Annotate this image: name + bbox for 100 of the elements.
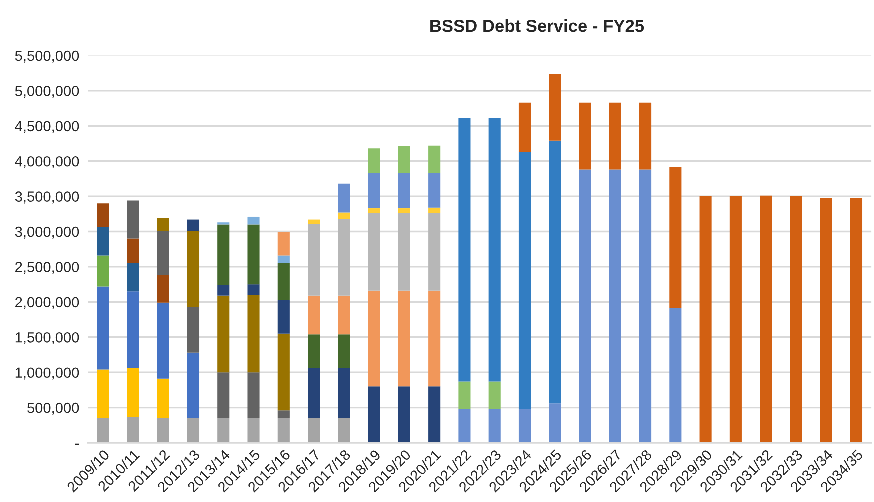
bar [97, 286, 110, 370]
bar [398, 213, 410, 291]
bar [278, 300, 290, 334]
chart-title: BSSD Debt Service - FY25 [430, 20, 644, 32]
bar [127, 200, 140, 239]
bar [187, 220, 200, 232]
bar [518, 409, 532, 444]
bar [157, 302, 170, 379]
bar [308, 220, 320, 224]
bar [368, 173, 380, 209]
bar [458, 382, 471, 410]
bar [368, 148, 380, 174]
y-tick-label: 4,000,000 [15, 156, 80, 168]
bar [338, 368, 350, 418]
bar [760, 196, 772, 444]
bar [428, 386, 441, 444]
bar [218, 285, 230, 296]
y-tick-label: 3,500,000 [15, 192, 80, 204]
bar [428, 173, 441, 208]
bar [790, 196, 802, 444]
bar [187, 231, 200, 308]
bar [488, 118, 501, 382]
bar [640, 102, 652, 170]
bar [187, 352, 200, 418]
bar [609, 102, 622, 170]
bar [850, 198, 863, 444]
bar [368, 386, 380, 444]
bar [248, 295, 260, 373]
bar [127, 238, 140, 264]
bar [248, 372, 260, 418]
bar [157, 378, 170, 418]
bar [187, 418, 200, 444]
bar [157, 275, 170, 303]
y-tick-label: 4,500,000 [15, 121, 80, 134]
y-tick-label: 5,000,000 [15, 86, 80, 98]
bar [278, 418, 290, 444]
bar [248, 418, 260, 444]
bar [549, 74, 562, 141]
bar [218, 296, 230, 373]
bar [398, 386, 410, 444]
bar [97, 204, 110, 228]
bar [278, 334, 290, 411]
y-tick-label: 5,500,000 [15, 50, 80, 63]
bar [248, 284, 260, 296]
bar [127, 292, 140, 368]
bar [428, 290, 441, 387]
bar [97, 370, 110, 418]
bar [97, 256, 110, 287]
bar [308, 296, 320, 335]
bar [518, 102, 532, 152]
y-tick-label: 2,500,000 [16, 262, 80, 274]
bar [670, 308, 682, 444]
bar [368, 213, 380, 291]
bar [97, 228, 110, 256]
bar [308, 334, 320, 368]
bar [398, 146, 410, 174]
bar [308, 368, 320, 418]
bar [308, 418, 320, 444]
bar [248, 216, 260, 225]
bar [338, 418, 350, 444]
bar [488, 382, 501, 410]
bar [458, 409, 471, 444]
bar [398, 290, 410, 387]
bar [218, 372, 230, 418]
bar [338, 296, 350, 335]
y-tick-label: 1,000,000 [16, 368, 80, 380]
bar [549, 140, 562, 404]
bar [218, 418, 230, 444]
bar [338, 212, 350, 220]
bar [127, 416, 140, 444]
bar [428, 208, 441, 214]
bar [820, 198, 832, 444]
bar [428, 213, 441, 291]
bar [338, 219, 350, 296]
bar [338, 334, 350, 368]
bar [700, 196, 712, 444]
bar [97, 418, 110, 444]
bar [127, 263, 140, 292]
bar [157, 231, 170, 276]
bar [278, 410, 290, 418]
y-tick-label: 2,000,000 [16, 297, 80, 310]
bar [488, 409, 501, 444]
bar [579, 170, 592, 444]
bar [640, 170, 652, 444]
bar [157, 218, 170, 232]
bar [579, 102, 592, 170]
bar [157, 418, 170, 444]
bar [278, 232, 290, 256]
bar [278, 263, 290, 300]
y-tick-label: 1,500,000 [16, 332, 80, 345]
bar [458, 118, 471, 382]
bar [609, 170, 622, 444]
bar [368, 208, 380, 214]
bar [278, 256, 290, 264]
bar [730, 196, 742, 444]
y-tick-label: - [75, 444, 80, 445]
y-tick-label: 3,000,000 [15, 226, 80, 239]
bar [428, 146, 441, 174]
bar [248, 224, 260, 285]
y-tick-label: 500,000 [28, 402, 80, 415]
